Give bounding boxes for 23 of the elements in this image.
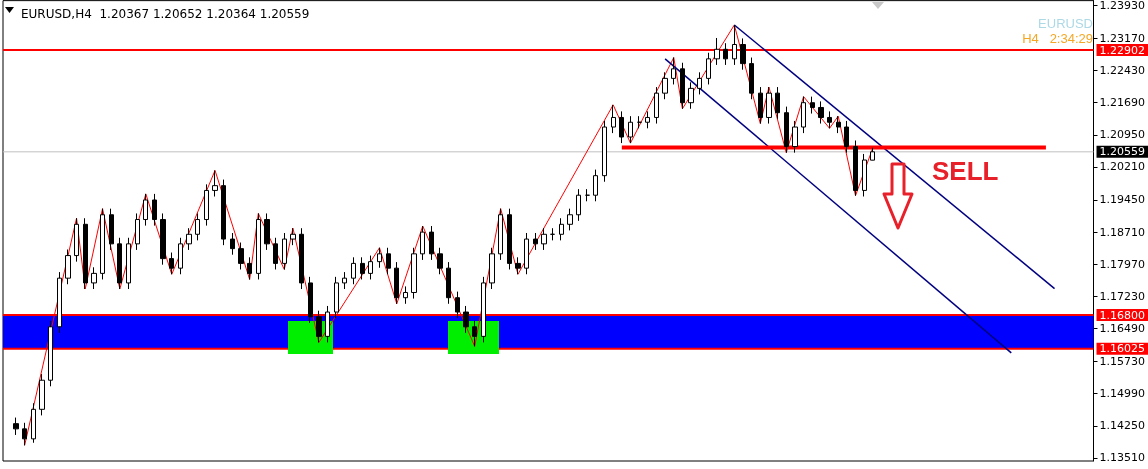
y-tick-label: 1.23170 bbox=[1099, 31, 1146, 45]
annotation: SELL bbox=[932, 156, 999, 186]
ref-line-label: 1.20559 bbox=[1099, 145, 1146, 159]
y-tick-label: 1.20950 bbox=[1099, 128, 1146, 142]
y-tick-label: 1.20210 bbox=[1099, 160, 1146, 174]
text: EURUSD,H4 1.20367 1.20652 1.20364 1.20559 bbox=[21, 7, 310, 21]
annotation: EURUSD bbox=[1038, 16, 1094, 31]
y-tick-label: 1.17970 bbox=[1099, 257, 1146, 271]
y-tick-label: 1.21690 bbox=[1099, 96, 1146, 110]
y-tick-label: 1.23930 bbox=[1099, 0, 1146, 12]
y-tick-label: 1.14250 bbox=[1099, 419, 1146, 433]
y-tick-label: 1.13510 bbox=[1099, 451, 1146, 465]
y-tick-label: 1.17230 bbox=[1099, 289, 1146, 303]
y-tick-label: 1.14990 bbox=[1099, 387, 1146, 401]
ref-line-label: 1.16025 bbox=[1099, 342, 1146, 356]
y-tick-label: 1.18710 bbox=[1099, 225, 1146, 239]
ref-line-label: 1.16800 bbox=[1099, 308, 1146, 322]
y-tick-label: 1.16490 bbox=[1099, 322, 1146, 336]
y-tick-label: 1.22430 bbox=[1099, 64, 1146, 78]
ref-line-label: 1.22902 bbox=[1099, 43, 1146, 57]
annotation: H4 2:34:29 bbox=[1022, 31, 1093, 46]
y-tick-label: 1.15730 bbox=[1099, 355, 1146, 369]
y-tick-label: 1.19450 bbox=[1099, 193, 1146, 207]
